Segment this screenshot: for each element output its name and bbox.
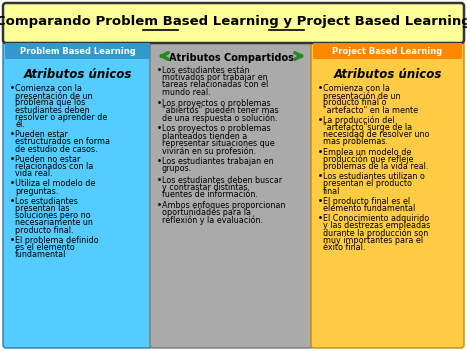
Text: vivirán en su profesión.: vivirán en su profesión. <box>162 146 256 155</box>
Text: Los estudiantes utilizan o: Los estudiantes utilizan o <box>323 172 425 181</box>
Text: planteados tienden a: planteados tienden a <box>162 132 247 141</box>
Text: •: • <box>318 214 323 223</box>
Text: mas problemas.: mas problemas. <box>323 137 388 146</box>
Text: •: • <box>10 179 15 188</box>
Text: elemento fundamental: elemento fundamental <box>323 204 415 213</box>
Text: Los estudiantes están: Los estudiantes están <box>162 66 249 75</box>
Text: •: • <box>157 176 162 185</box>
Text: Los estudiantes deben buscar: Los estudiantes deben buscar <box>162 176 282 185</box>
Text: fundamental: fundamental <box>15 250 66 259</box>
Text: de estudio de casos.: de estudio de casos. <box>15 145 98 154</box>
Text: necesariamente un: necesariamente un <box>15 218 93 227</box>
Text: producción que refleje: producción que refleje <box>323 155 413 164</box>
Text: •: • <box>318 172 323 181</box>
Text: •: • <box>10 236 15 245</box>
Text: mundo real.: mundo real. <box>162 88 211 97</box>
Text: estructurados en forma: estructurados en forma <box>15 137 110 146</box>
Text: vida real.: vida real. <box>15 169 53 178</box>
Text: muy importantes para el: muy importantes para el <box>323 236 423 245</box>
Text: •: • <box>157 99 162 108</box>
Text: final: final <box>323 187 340 196</box>
Text: representar situaciones que: representar situaciones que <box>162 139 275 148</box>
Text: fuentes de información.: fuentes de información. <box>162 190 258 199</box>
Text: •: • <box>157 157 162 166</box>
FancyBboxPatch shape <box>3 41 152 348</box>
Text: El producto final es el: El producto final es el <box>323 197 410 206</box>
Text: "artefacto" en la mente: "artefacto" en la mente <box>323 106 418 114</box>
Text: soluciones pero no: soluciones pero no <box>15 211 91 220</box>
Text: •: • <box>318 197 323 206</box>
Text: estudiantes deben: estudiantes deben <box>15 106 90 114</box>
Text: reflexión y la evaluación.: reflexión y la evaluación. <box>162 216 263 225</box>
Text: "abiertos" pueden tener mas: "abiertos" pueden tener mas <box>162 106 279 115</box>
Text: Emplea un modelo de: Emplea un modelo de <box>323 148 411 157</box>
Text: Los estudiantes: Los estudiantes <box>15 197 78 206</box>
Text: Los estudiantes trabajan en: Los estudiantes trabajan en <box>162 157 274 166</box>
Text: problemas de la vida real.: problemas de la vida real. <box>323 162 428 171</box>
Text: •: • <box>10 197 15 206</box>
Text: producto final o: producto final o <box>323 98 387 107</box>
Text: presentación de un: presentación de un <box>323 91 401 101</box>
Text: Pueden no estar: Pueden no estar <box>15 155 80 164</box>
Text: El Conocimiento adquirido: El Conocimiento adquirido <box>323 214 429 223</box>
Text: Problem Based Learning: Problem Based Learning <box>20 46 135 55</box>
Text: El problema definido: El problema definido <box>15 236 99 245</box>
Text: problema que los: problema que los <box>15 98 85 107</box>
Text: durante la producción son: durante la producción son <box>323 229 428 238</box>
Text: •: • <box>157 201 162 210</box>
Text: relacionados con la: relacionados con la <box>15 162 93 171</box>
Text: éxito final.: éxito final. <box>323 243 365 252</box>
Text: •: • <box>10 155 15 164</box>
Text: él.: él. <box>15 120 25 129</box>
Text: y contrastar distintas: y contrastar distintas <box>162 183 248 192</box>
Text: •: • <box>157 66 162 75</box>
Text: necesidad de resolver uno: necesidad de resolver uno <box>323 130 430 139</box>
Text: es el elemento: es el elemento <box>15 243 75 252</box>
Text: Utiliza el modelo de: Utiliza el modelo de <box>15 179 95 188</box>
Text: presentación de un: presentación de un <box>15 91 92 101</box>
Text: y las destrezas empleadas: y las destrezas empleadas <box>323 221 430 230</box>
Text: Los proyectos o problemas: Los proyectos o problemas <box>162 99 270 108</box>
Text: Atributos Compartidos: Atributos Compartidos <box>169 53 294 63</box>
Text: Ambos enfoques proporcionan: Ambos enfoques proporcionan <box>162 201 285 210</box>
Text: producto final.: producto final. <box>15 226 73 234</box>
Text: tareas relacionadas con el: tareas relacionadas con el <box>162 80 268 90</box>
Text: •: • <box>10 84 15 93</box>
FancyBboxPatch shape <box>150 41 313 348</box>
Text: La producción del: La producción del <box>323 116 395 125</box>
FancyBboxPatch shape <box>3 3 464 43</box>
FancyBboxPatch shape <box>313 43 462 59</box>
Text: "artefacto"surge de la: "artefacto"surge de la <box>323 123 412 132</box>
Text: motivados por trabajar en: motivados por trabajar en <box>162 73 268 82</box>
Text: preguntas.: preguntas. <box>15 187 58 196</box>
Text: grupos.: grupos. <box>162 164 192 173</box>
Text: Comienza con la: Comienza con la <box>323 84 390 93</box>
Text: •: • <box>318 116 323 125</box>
Text: resolver o aprender de: resolver o aprender de <box>15 113 107 122</box>
Text: Atributos únicos: Atributos únicos <box>23 68 132 81</box>
Text: Atributos únicos: Atributos únicos <box>333 68 442 81</box>
FancyBboxPatch shape <box>5 43 150 59</box>
Text: Pueden estar: Pueden estar <box>15 130 68 139</box>
Text: Los proyectos o problemas: Los proyectos o problemas <box>162 124 270 133</box>
Text: •: • <box>10 130 15 139</box>
Text: de una respuesta o solución.: de una respuesta o solución. <box>162 113 277 123</box>
Text: Comienza con la: Comienza con la <box>15 84 82 93</box>
Text: presentan las: presentan las <box>15 204 70 213</box>
Text: Project Based Learning: Project Based Learning <box>333 46 443 55</box>
Text: •: • <box>318 148 323 157</box>
Text: Comparando Problem Based Learning y Project Based Learning: Comparando Problem Based Learning y Proj… <box>0 15 467 28</box>
Text: •: • <box>318 84 323 93</box>
Text: presentan el producto: presentan el producto <box>323 179 412 188</box>
Text: oportunidades para la: oportunidades para la <box>162 208 251 217</box>
FancyBboxPatch shape <box>311 41 464 348</box>
Text: •: • <box>157 124 162 133</box>
